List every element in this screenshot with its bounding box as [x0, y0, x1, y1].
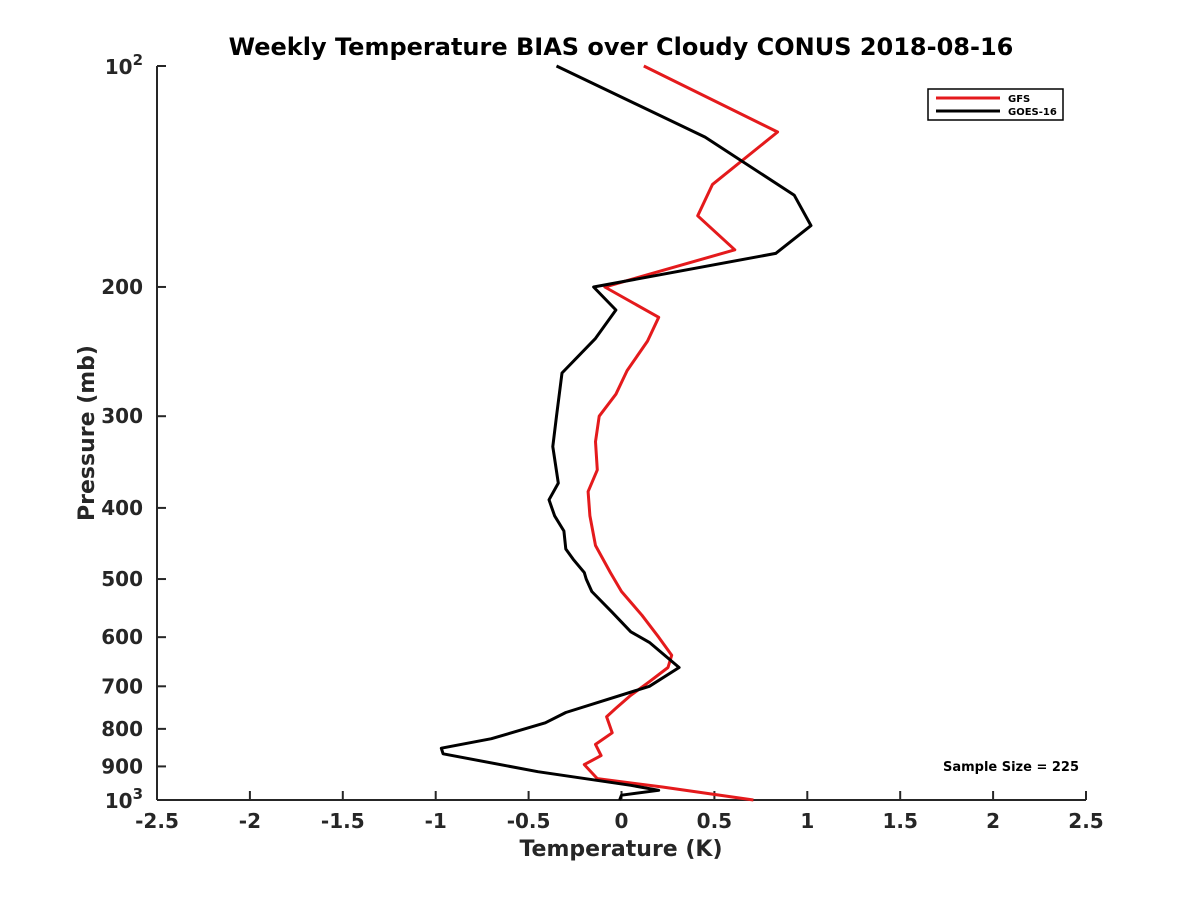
x-tick-label: -2.5: [135, 809, 179, 833]
y-tick-label: 800: [101, 717, 143, 741]
x-axis-title: Temperature (K): [519, 837, 722, 862]
y-tick-label: 600: [101, 625, 143, 649]
x-tick-label: 2.5: [1068, 809, 1103, 833]
legend-label: GFS: [1008, 94, 1030, 105]
x-tick-label: -0.5: [507, 809, 551, 833]
y-tick-label: 500: [101, 567, 143, 591]
series-line-gfs: [582, 64, 780, 802]
plot-area: -2.5 -2 -1.5 -1 -0.5 0 0.5 1 1.5 2 2.5 102 200 300 400…: [101, 51, 1103, 833]
legend-label: GOES-16: [1008, 107, 1057, 118]
legend: GFS GOES-16: [927, 88, 1064, 121]
x-tick-label: 1.5: [882, 809, 917, 833]
x-tick-label: 0.5: [697, 809, 732, 833]
x-tick-label: -1.5: [321, 809, 365, 833]
y-tick-label: 102: [105, 51, 143, 79]
x-tick-label: 0: [615, 809, 629, 833]
x-tick-label: 2: [986, 809, 1000, 833]
y-tick-label: 103: [105, 785, 143, 813]
y-tick-label: 700: [101, 674, 143, 698]
x-tick-label: -1: [425, 809, 447, 833]
y-tick-label: 300: [101, 404, 143, 428]
series-line-goes-16: [439, 64, 813, 801]
sample-size-annotation: Sample Size = 225: [943, 760, 1079, 775]
x-tick-label: 1: [800, 809, 814, 833]
y-tick-label: 900: [101, 754, 143, 778]
y-tick-label: 400: [101, 496, 143, 520]
x-tick-label: -2: [239, 809, 261, 833]
chart-title: Weekly Temperature BIAS over Cloudy CONU…: [229, 33, 1014, 61]
y-tick-label: 200: [101, 275, 143, 299]
y-axis-title: Pressure (mb): [75, 345, 100, 521]
legend-box: [927, 88, 1064, 121]
